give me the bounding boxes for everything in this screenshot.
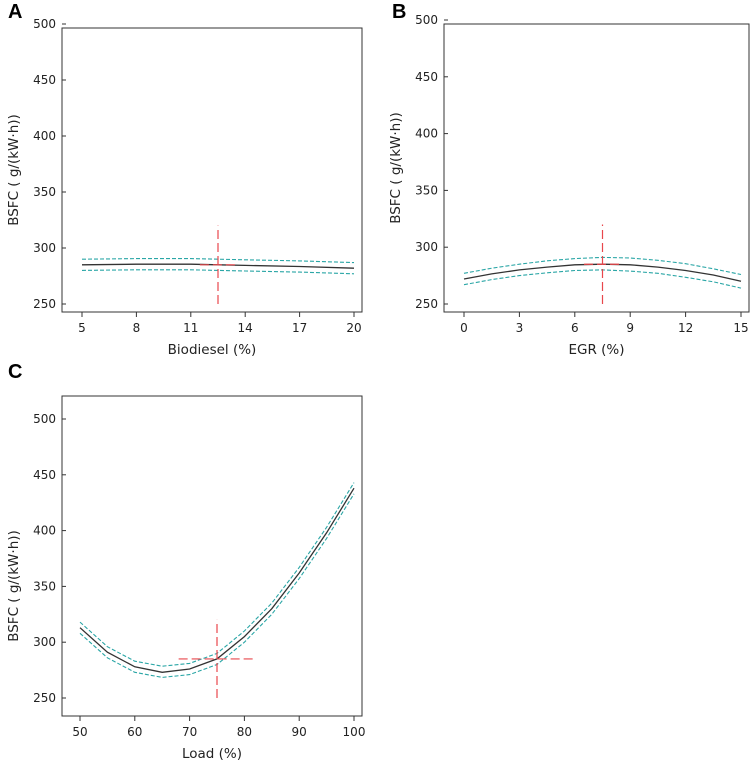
y-tick-label: 400 xyxy=(415,127,438,141)
x-axis-title: Biodiesel (%) xyxy=(168,342,257,358)
y-tick-label: 500 xyxy=(415,13,438,27)
y-tick-label: 500 xyxy=(33,17,56,31)
x-tick-label: 17 xyxy=(292,321,307,335)
y-tick-label: 350 xyxy=(415,183,438,197)
y-tick-label: 250 xyxy=(33,691,56,705)
x-tick-label: 11 xyxy=(183,321,198,335)
panel-letter: C xyxy=(8,361,22,383)
x-tick-label: 15 xyxy=(733,321,748,335)
x-tick-label: 5 xyxy=(78,321,86,335)
panel-letter: A xyxy=(8,1,22,23)
x-axis-title: Load (%) xyxy=(182,746,242,762)
y-axis-title: BSFC ( g/(kW·h)) xyxy=(6,114,22,226)
x-tick-label: 50 xyxy=(72,725,87,739)
y-tick-label: 350 xyxy=(33,185,56,199)
x-tick-label: 3 xyxy=(516,321,524,335)
y-tick-label: 500 xyxy=(33,412,56,426)
x-tick-label: 60 xyxy=(127,725,142,739)
plot-frame xyxy=(61,395,363,717)
x-axis-title: EGR (%) xyxy=(568,342,624,358)
x-tick-label: 12 xyxy=(678,321,693,335)
panel-a: A 250 300 350 400 450 500 5 8 11 14 17 20 Biodiesel (… xyxy=(6,1,363,358)
y-tick-label: 400 xyxy=(33,129,56,143)
confidence-band-line xyxy=(81,269,355,275)
y-tick-label: 350 xyxy=(33,579,56,593)
x-tick-label: 9 xyxy=(626,321,634,335)
panel-c: C 250 300 350 400 450 500 50 60 70 80 90 100 Load (%)… xyxy=(6,361,365,762)
y-tick-label: 250 xyxy=(33,297,56,311)
y-tick-label: 450 xyxy=(33,73,56,87)
confidence-band-line xyxy=(79,493,355,678)
y-tick-label: 250 xyxy=(415,297,438,311)
x-tick-label: 0 xyxy=(460,321,468,335)
y-axis-title: BSFC ( g/(kW·h)) xyxy=(388,112,404,224)
y-tick-label: 300 xyxy=(33,241,56,255)
y-tick-label: 300 xyxy=(415,240,438,254)
x-tick-label: 70 xyxy=(182,725,197,739)
y-tick-label: 300 xyxy=(33,635,56,649)
y-tick-label: 450 xyxy=(33,468,56,482)
x-tick-label: 80 xyxy=(237,725,252,739)
x-tick-label: 100 xyxy=(343,725,366,739)
x-tick-label: 14 xyxy=(238,321,253,335)
x-tick-label: 20 xyxy=(346,321,361,335)
y-tick-label: 450 xyxy=(415,70,438,84)
panel-letter: B xyxy=(392,1,406,23)
x-tick-label: 8 xyxy=(133,321,141,335)
plot-frame xyxy=(443,23,750,313)
panel-b: B 250 300 350 400 450 500 0 3 6 9 12 15 EGR (%) BSFC (… xyxy=(388,1,750,358)
confidence-band-line xyxy=(81,258,355,264)
y-tick-label: 400 xyxy=(33,524,56,538)
plot-frame xyxy=(61,27,363,313)
x-tick-label: 90 xyxy=(292,725,307,739)
x-tick-label: 6 xyxy=(571,321,579,335)
y-axis-title: BSFC ( g/(kW·h)) xyxy=(6,530,22,642)
